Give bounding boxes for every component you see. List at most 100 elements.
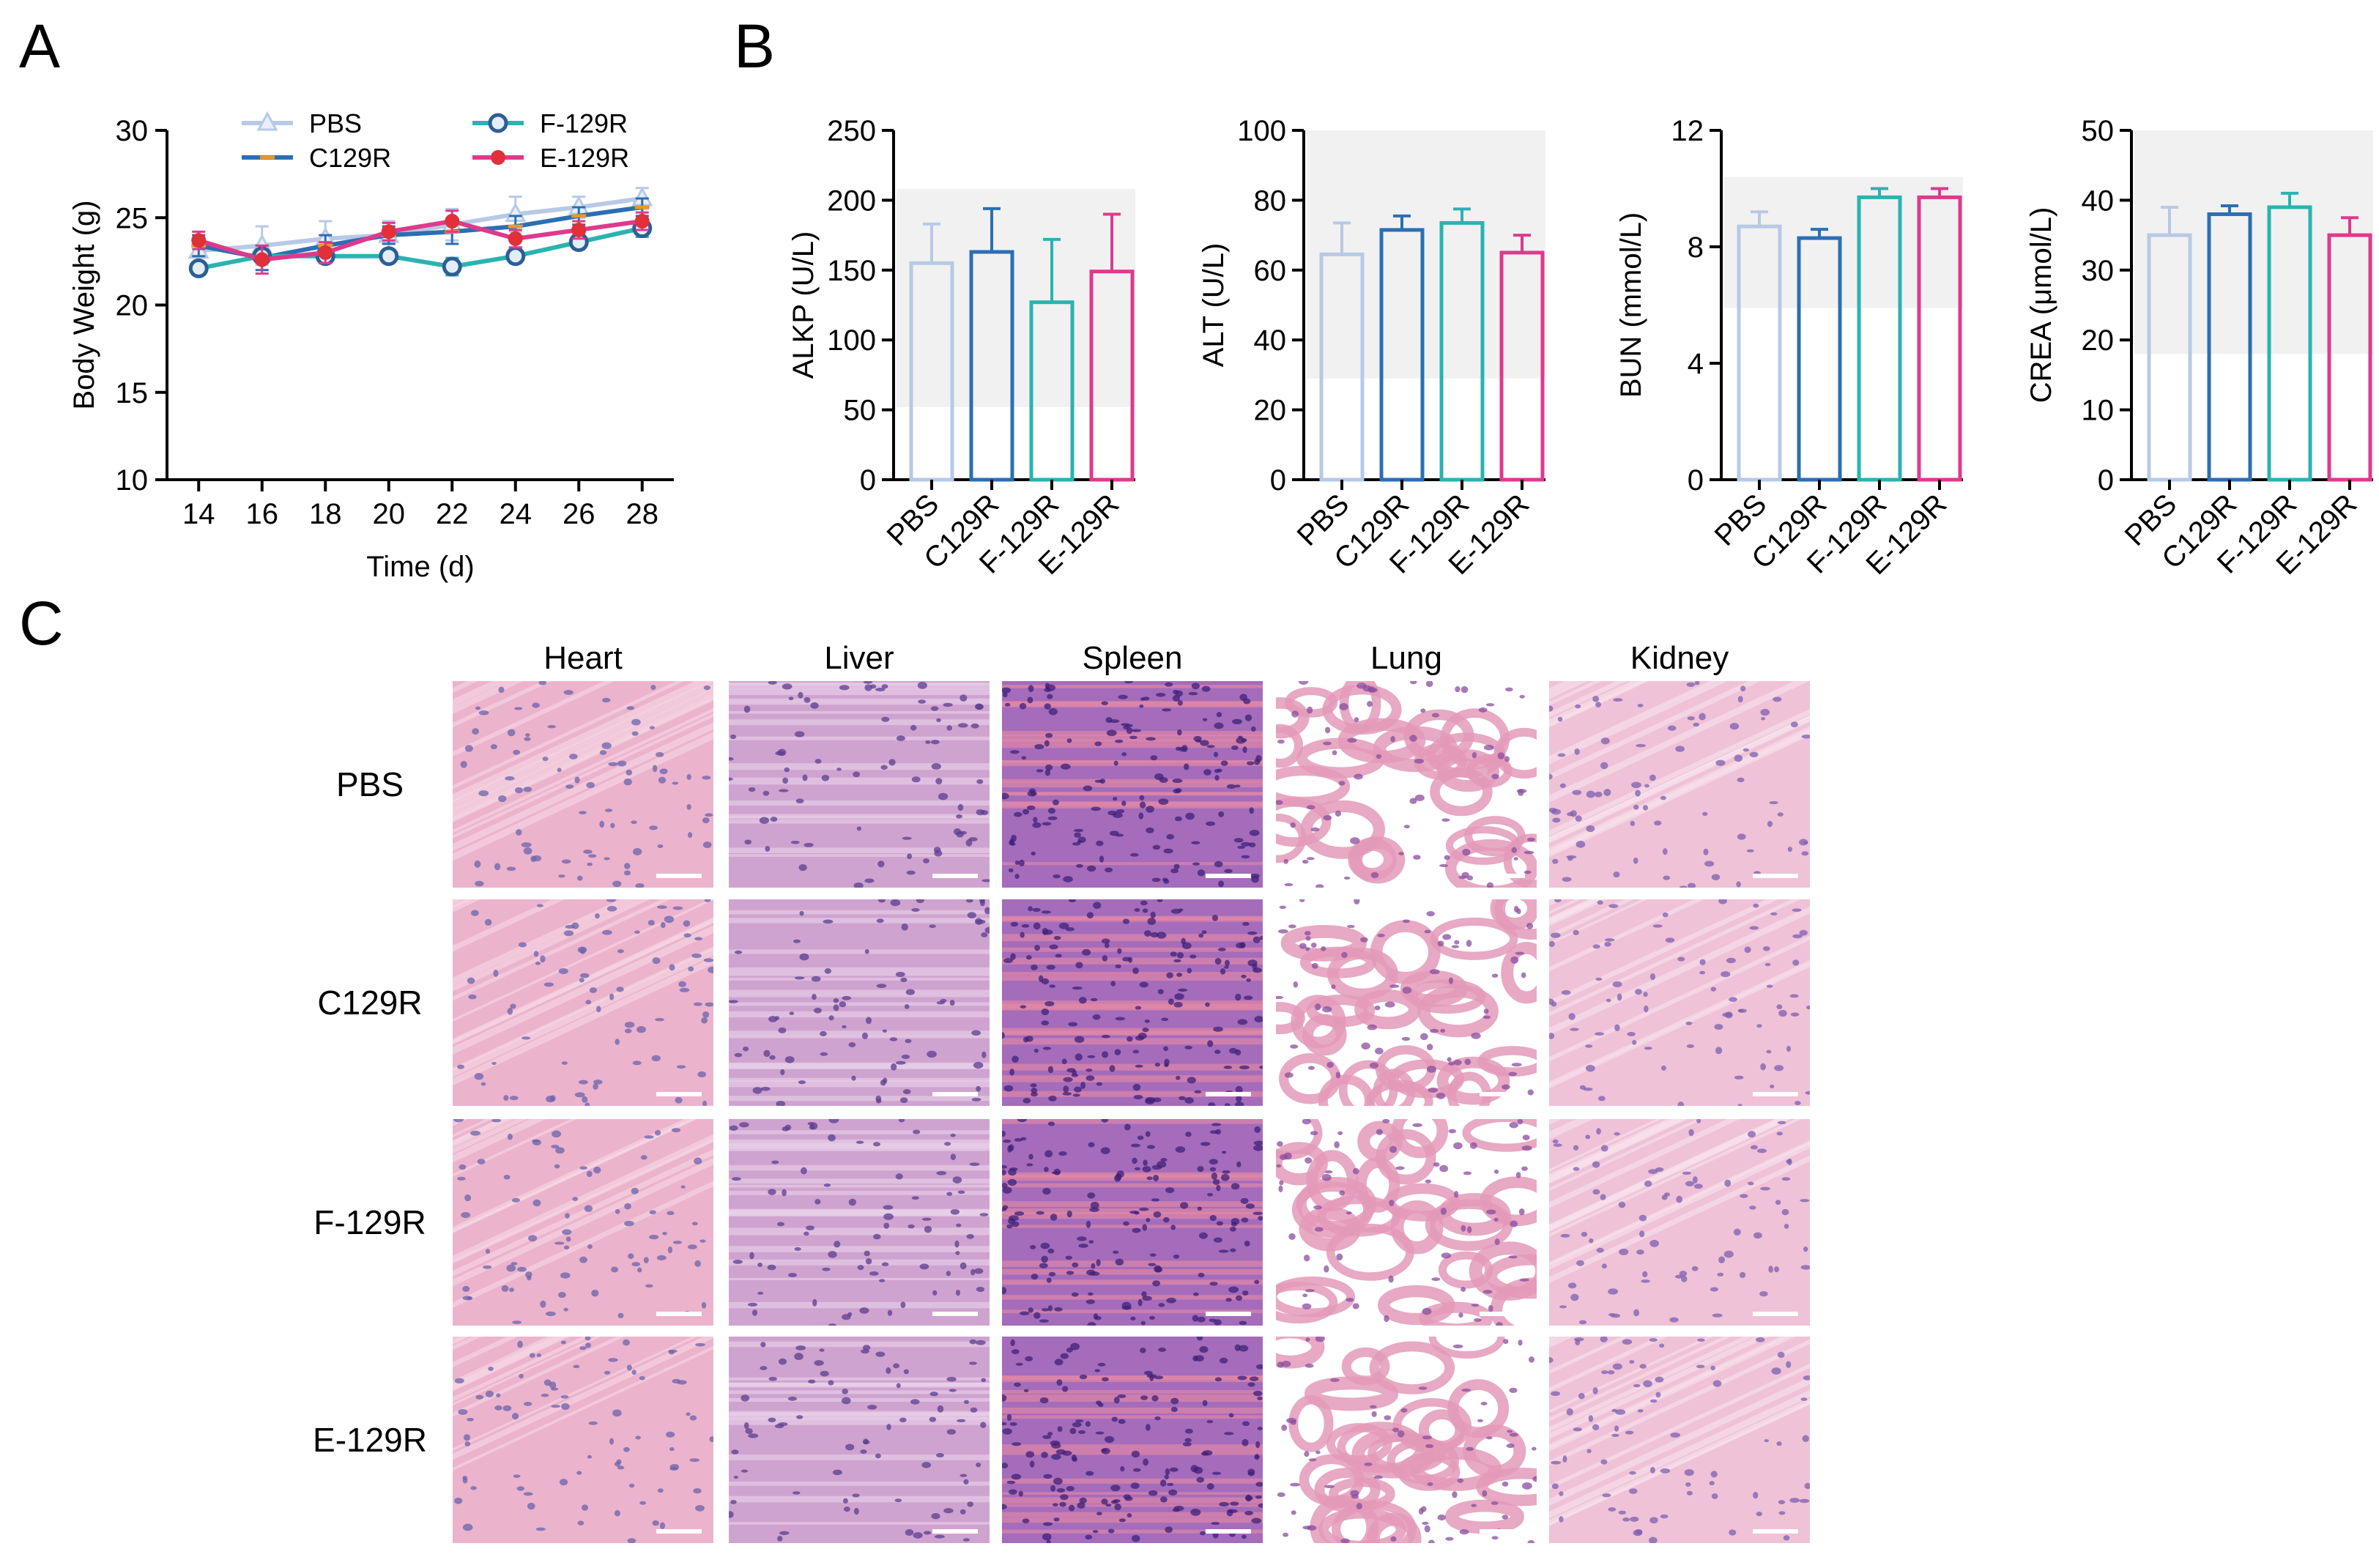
cell-nucleus: [828, 1251, 837, 1258]
bun-y-tick-label: 4: [1688, 348, 1704, 380]
cell-nucleus: [1629, 1360, 1635, 1364]
cell-nucleus: [1255, 1482, 1263, 1487]
cell-nucleus: [803, 1231, 809, 1236]
cell-nucleus: [962, 1538, 970, 1542]
cell-nucleus: [1425, 681, 1433, 688]
cell-nucleus: [1132, 1049, 1140, 1054]
cell-nucleus: [950, 1208, 960, 1215]
tile-texture: [1002, 899, 1263, 1106]
cell-nucleus: [881, 684, 888, 689]
cell-nucleus: [1134, 908, 1140, 912]
cell-nucleus: [1113, 1499, 1121, 1503]
cell-nucleus: [1139, 795, 1145, 800]
cell-nucleus: [974, 703, 984, 710]
cell-nucleus: [1726, 957, 1736, 964]
cell-nucleus: [1211, 1173, 1218, 1180]
cell-nucleus: [842, 1498, 848, 1504]
cell-nucleus: [1477, 1419, 1483, 1422]
cell-nucleus: [1597, 1096, 1606, 1101]
cell-nucleus: [1509, 1387, 1518, 1394]
alveolar-septum: [1304, 1376, 1399, 1411]
cell-nucleus: [1046, 1539, 1051, 1543]
cell-nucleus: [1675, 746, 1685, 752]
cell-nucleus: [779, 789, 789, 792]
cell-nucleus: [1781, 1177, 1791, 1181]
cell-nucleus: [1072, 1422, 1082, 1427]
cell-nucleus: [1097, 1362, 1106, 1367]
cell-nucleus: [1102, 1034, 1110, 1038]
cell-nucleus: [652, 765, 658, 773]
cell-nucleus: [970, 1407, 978, 1413]
tile-texture: [729, 1119, 990, 1326]
cell-nucleus: [691, 953, 702, 959]
cell-nucleus: [521, 842, 532, 848]
cell-nucleus: [979, 899, 985, 907]
cell-nucleus: [1612, 981, 1622, 988]
cell-nucleus: [1644, 784, 1649, 788]
alkp-y-axis-title: ALKP (U/L): [787, 231, 820, 379]
cell-nucleus: [1134, 1167, 1141, 1171]
cell-nucleus: [1143, 1458, 1149, 1466]
cell-nucleus: [1218, 811, 1225, 817]
row-label-e-129r: E-129R: [313, 1421, 427, 1459]
cell-nucleus: [1237, 1019, 1248, 1025]
cell-nucleus: [1207, 1040, 1214, 1047]
cell-nucleus: [1710, 1365, 1715, 1371]
tile-texture: [1002, 681, 1263, 888]
cell-nucleus: [1072, 1457, 1077, 1463]
cell-nucleus: [464, 745, 473, 752]
tissue-streak: [1549, 1337, 1630, 1375]
cell-nucleus: [1139, 981, 1148, 988]
cell-nucleus: [702, 1011, 710, 1018]
cell-nucleus: [1452, 1491, 1458, 1498]
cell-nucleus: [1288, 924, 1296, 929]
cell-nucleus: [611, 1266, 619, 1273]
cell-nucleus: [1075, 962, 1083, 969]
cell-nucleus: [1424, 1525, 1430, 1533]
cell-nucleus: [1790, 1012, 1800, 1017]
cell-nucleus: [1102, 1051, 1109, 1058]
cell-nucleus: [1367, 701, 1373, 707]
y-tick-label: 15: [116, 377, 149, 409]
crea-y-tick-label: 50: [2082, 115, 2115, 147]
alveolar-septum: [1430, 917, 1518, 960]
cell-nucleus: [513, 749, 521, 755]
cell-nucleus: [1214, 1049, 1221, 1055]
cell-nucleus: [1629, 1471, 1636, 1475]
cell-nucleus: [1515, 1172, 1521, 1178]
cell-nucleus: [1154, 1062, 1160, 1067]
cell-nucleus: [667, 1211, 675, 1216]
cell-nucleus: [1080, 1082, 1086, 1089]
cell-nucleus: [1346, 1298, 1354, 1302]
cell-nucleus: [869, 684, 877, 689]
cell-nucleus: [1031, 1092, 1038, 1097]
cell-nucleus: [828, 1134, 836, 1142]
cell-nucleus: [1777, 1351, 1785, 1359]
cell-nucleus: [576, 1471, 582, 1475]
cell-nucleus: [1721, 971, 1731, 978]
tissue-streak: [453, 1181, 713, 1308]
cell-nucleus: [1142, 1224, 1148, 1231]
alveolar-septum: [1444, 1499, 1524, 1534]
cell-nucleus: [1020, 932, 1025, 938]
cell-nucleus: [1237, 845, 1246, 849]
histology-image-e-129r-liver: [729, 1337, 990, 1543]
cell-nucleus: [1252, 1390, 1263, 1397]
tile-texture: [729, 1337, 990, 1543]
cell-nucleus: [842, 1389, 848, 1394]
cell-nucleus: [828, 1323, 836, 1326]
cell-nucleus: [579, 946, 586, 954]
legend-f-129r: F-129R: [472, 108, 628, 138]
cell-nucleus: [936, 1001, 945, 1005]
tissue-streak: [453, 683, 713, 811]
cell-nucleus: [584, 1102, 590, 1106]
cell-nucleus: [1350, 1490, 1359, 1497]
cell-nucleus: [1131, 1450, 1140, 1458]
cell-nucleus: [1652, 924, 1663, 928]
cell-nucleus: [1042, 1047, 1052, 1050]
cell-nucleus: [1491, 1501, 1499, 1505]
tissue-streak: [1549, 1337, 1669, 1392]
cell-nucleus: [1389, 1145, 1398, 1153]
cell-nucleus: [898, 1119, 905, 1123]
cell-nucleus: [1237, 1375, 1247, 1381]
